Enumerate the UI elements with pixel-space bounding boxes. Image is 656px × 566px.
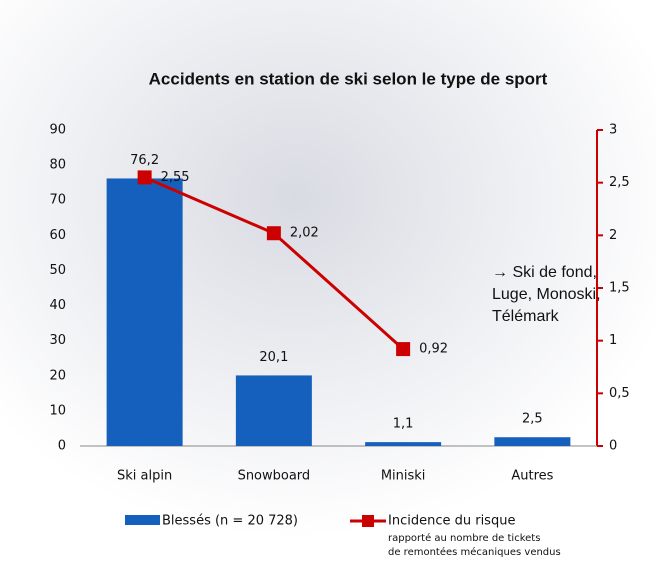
line-value-label: 2,55 bbox=[161, 170, 190, 185]
y-tick-label: 70 bbox=[49, 193, 66, 208]
y2-tick-label: 2 bbox=[609, 228, 617, 243]
line-marker bbox=[267, 226, 281, 240]
y2-tick-label: 1 bbox=[609, 333, 617, 348]
line-marker bbox=[396, 342, 410, 356]
bar-value-label: 1,1 bbox=[393, 417, 414, 432]
y2-tick-label: 2,5 bbox=[609, 175, 630, 190]
y2-tick-label: 0 bbox=[609, 439, 617, 454]
y-tick-label: 40 bbox=[49, 298, 66, 313]
y2-tick-label: 1,5 bbox=[609, 281, 630, 296]
chart: Accidents en station de ski selon le typ… bbox=[0, 0, 656, 566]
bar bbox=[365, 442, 441, 446]
bar bbox=[236, 375, 312, 446]
x-tick-label: Snowboard bbox=[238, 469, 311, 484]
bar-value-label: 76,2 bbox=[130, 153, 159, 168]
y-tick-label: 10 bbox=[49, 403, 66, 418]
y-tick-label: 80 bbox=[49, 158, 66, 173]
legend-swatch bbox=[125, 515, 160, 525]
x-tick-label: Miniski bbox=[381, 469, 426, 484]
x-tick-label: Ski alpin bbox=[117, 469, 172, 484]
bar bbox=[107, 178, 183, 446]
line-marker bbox=[138, 170, 152, 184]
y2-tick-label: 3 bbox=[609, 123, 617, 138]
line-value-label: 2,02 bbox=[290, 226, 319, 241]
annotation: → Ski de fond, Luge, Monoski, Télémark bbox=[492, 262, 612, 328]
y-tick-label: 60 bbox=[49, 228, 66, 243]
legend-label: Incidence du risque bbox=[388, 514, 515, 529]
x-tick-label: Autres bbox=[511, 469, 553, 484]
bar-value-label: 2,5 bbox=[522, 412, 543, 427]
y2-tick-label: 0,5 bbox=[609, 386, 630, 401]
bar-value-label: 20,1 bbox=[259, 350, 288, 365]
y-tick-label: 50 bbox=[49, 263, 66, 278]
bar bbox=[494, 437, 570, 446]
legend-swatch bbox=[362, 515, 374, 527]
annotation-box: → Ski de fond, Luge, Monoski, Télémark bbox=[492, 262, 612, 372]
chart-title: Accidents en station de ski selon le typ… bbox=[149, 69, 548, 88]
legend-note: de remontées mécaniques vendus bbox=[388, 546, 561, 558]
line-value-label: 0,92 bbox=[419, 342, 448, 357]
y-tick-label: 20 bbox=[49, 368, 66, 383]
legend-label: Blessés (n = 20 728) bbox=[162, 514, 298, 529]
legend-note: rapporté au nombre de tickets bbox=[388, 532, 540, 544]
y-tick-label: 30 bbox=[49, 333, 66, 348]
y-tick-label: 0 bbox=[58, 439, 66, 454]
y-tick-label: 90 bbox=[49, 123, 66, 138]
